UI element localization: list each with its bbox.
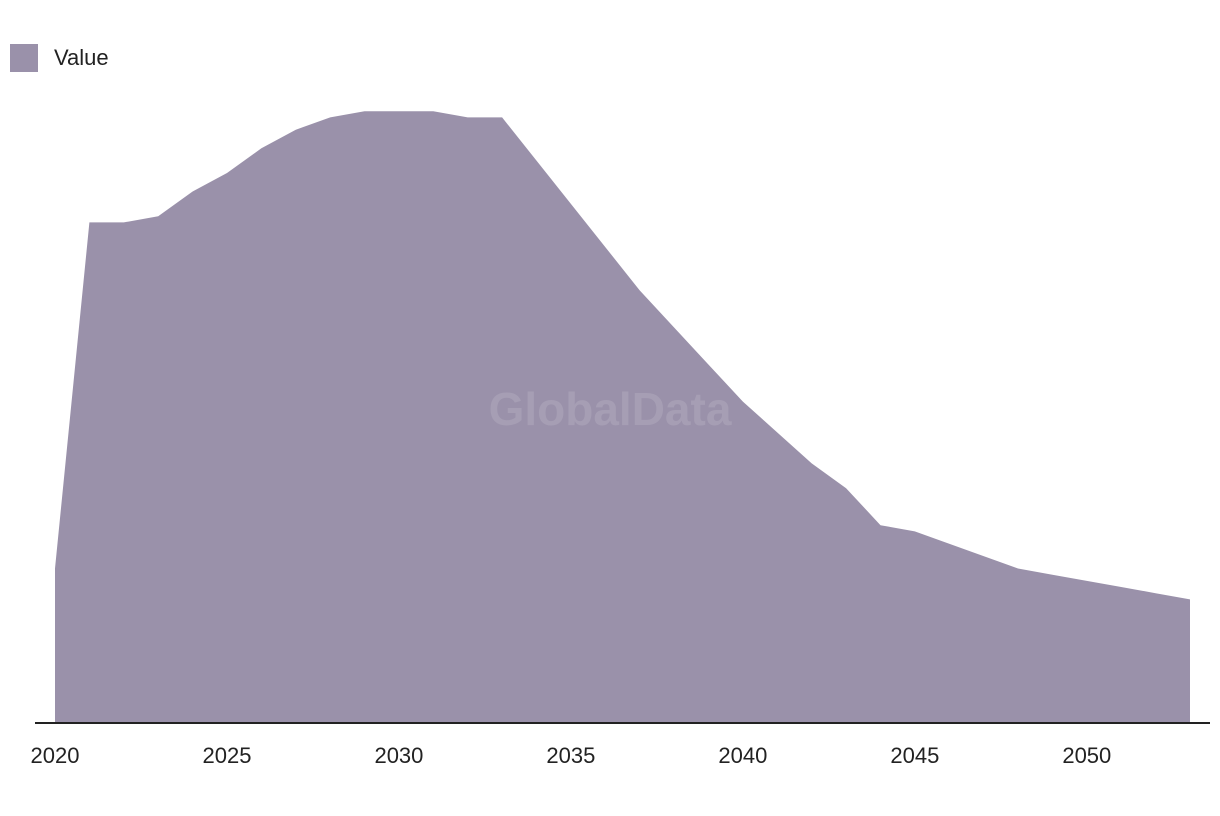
- watermark: GlobalData: [489, 383, 732, 435]
- legend-label: Value: [54, 45, 109, 70]
- x-tick-label-2050: 2050: [1062, 743, 1111, 768]
- x-tick-label-2025: 2025: [202, 743, 251, 768]
- x-tick-label-2035: 2035: [546, 743, 595, 768]
- x-tick-label-2030: 2030: [374, 743, 423, 768]
- x-tick-label-2040: 2040: [718, 743, 767, 768]
- area-series-value: [55, 111, 1190, 723]
- legend: Value: [10, 44, 109, 72]
- x-tick-label-2045: 2045: [890, 743, 939, 768]
- x-tick-label-2020: 2020: [31, 743, 80, 768]
- legend-swatch: [10, 44, 38, 72]
